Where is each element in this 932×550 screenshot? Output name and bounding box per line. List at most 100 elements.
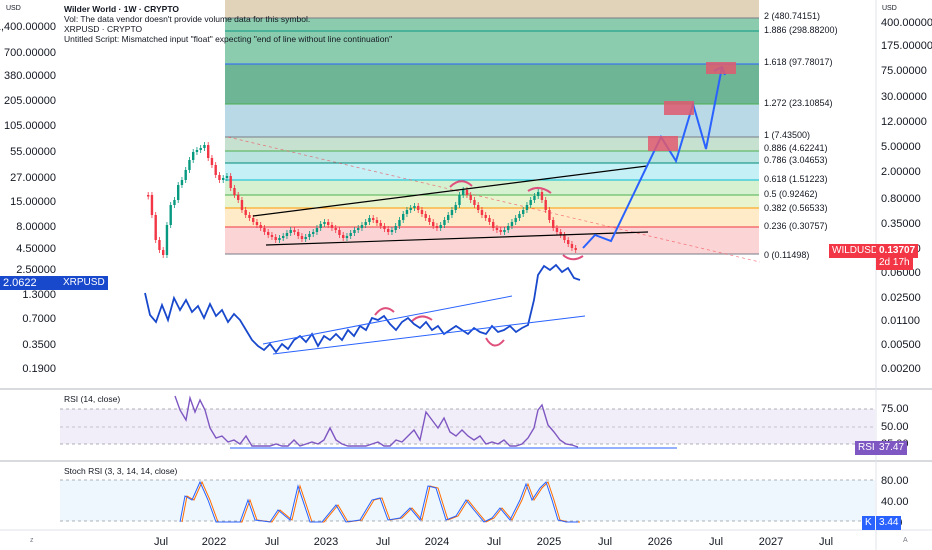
legend-title[interactable]: Wilder World · 1W · CRYPTO (64, 4, 179, 14)
candle (522, 210, 525, 214)
candle (420, 210, 424, 214)
candle (473, 200, 476, 205)
time-axis-tick: 2023 (314, 536, 338, 548)
candle (207, 145, 210, 158)
candle (364, 222, 367, 225)
candle (484, 215, 487, 218)
target-box-3 (706, 62, 736, 74)
legend-script-error[interactable]: Untitled Script: Mismatched input "float… (64, 34, 393, 44)
candle (282, 236, 285, 238)
candle (255, 222, 259, 225)
z-icon[interactable]: z (30, 537, 34, 544)
right-axis-tick: 0.00500 (881, 339, 921, 351)
candle (394, 226, 397, 230)
candle (173, 200, 176, 205)
fib-zone-top (225, 0, 759, 18)
wild-countdown-tag: 2d 17h (876, 256, 913, 270)
candle (222, 178, 225, 180)
fib-level-label: 1.272 (23.10854) (764, 98, 833, 108)
fib-zone-0886 (225, 151, 759, 163)
candle (510, 222, 514, 226)
right-axis-tick: 0.35000 (881, 218, 921, 230)
candle (169, 205, 172, 225)
time-axis-tick: 2022 (202, 536, 226, 548)
fib-zone-05 (225, 195, 759, 208)
candle (240, 200, 244, 210)
stoch-title[interactable]: Stoch RSI (3, 3, 14, 14, close) (64, 466, 178, 476)
candle (368, 218, 371, 222)
candle (417, 206, 420, 210)
candle (327, 222, 330, 225)
candle (225, 176, 229, 178)
xrp-symbol-tag: XRPUSD (60, 276, 108, 290)
candle (345, 236, 349, 238)
fib-level-label: 0.236 (0.30757) (764, 221, 828, 231)
rsi-title[interactable]: RSI (14, close) (64, 394, 121, 404)
time-axis-tick: Jul (376, 536, 390, 548)
stoch-k-line (179, 480, 578, 523)
candle (312, 232, 315, 234)
candle (177, 185, 180, 200)
right-axis-tick: 400.00000 (881, 17, 932, 29)
arc-xrp-3 (485, 337, 505, 347)
candle (237, 195, 240, 200)
right-axis-tick: 0.02500 (881, 292, 921, 304)
wild-price-tag: 0.13707 (876, 244, 919, 258)
right-axis-tick: 0.01100 (881, 315, 920, 327)
candle (548, 210, 551, 220)
candle (372, 218, 375, 220)
candle (274, 237, 277, 240)
candle (398, 220, 401, 226)
candle (503, 230, 506, 232)
time-axis-tick: Jul (598, 536, 612, 548)
candle (270, 235, 274, 237)
candle (342, 235, 345, 238)
candle (192, 152, 195, 160)
candle (199, 148, 202, 150)
candle (390, 230, 394, 232)
candle (514, 218, 517, 222)
stoch-d-line (181, 480, 580, 523)
candle (297, 232, 300, 236)
left-axis-tick: 105.00000 (4, 120, 56, 132)
wild-symbol-tag: WILDUSD (829, 244, 882, 258)
fib-zone-1 (225, 137, 759, 151)
arc-xrp-1 (374, 307, 395, 316)
candle (518, 214, 521, 218)
candle (555, 228, 559, 232)
fib-level-label: 1.886 (298.88200) (764, 25, 838, 35)
left-axis-tick: 1.3000 (22, 289, 56, 301)
xrp-channel-lower (272, 315, 586, 355)
candle (480, 210, 484, 215)
candle (259, 225, 262, 228)
time-axis-tick: Jul (487, 536, 501, 548)
fib-level-label: 0 (0.11498) (764, 250, 809, 260)
candle (379, 223, 382, 226)
pink-arcs (374, 180, 584, 347)
right-axis-tick: 0.06000 (881, 267, 921, 279)
left-axis-tick: 15.00000 (10, 196, 56, 208)
legend-compare-symbol[interactable]: XRPUSD · CRYPTO (64, 24, 143, 34)
left-axis-tick: 8.00000 (16, 221, 56, 233)
fib-zone-1618 (225, 64, 759, 104)
candle (289, 230, 292, 233)
fib-zone-1886 (225, 18, 759, 64)
time-axis-tick: Jul (265, 536, 279, 548)
left-axis-tick: 27.00000 (10, 172, 56, 184)
arc-xrp-2 (410, 315, 433, 323)
candle (465, 190, 469, 195)
candle (424, 214, 427, 218)
candle (357, 228, 360, 230)
a-icon[interactable]: A (903, 537, 908, 544)
fib-zones (225, 0, 759, 255)
candle (263, 228, 266, 232)
candle (278, 238, 281, 240)
fib-level-label: 2 (480.74151) (764, 11, 820, 21)
candle (218, 175, 221, 180)
candle (428, 218, 431, 222)
stoch-axis-tick: 40.00 (881, 496, 909, 508)
candle (267, 232, 270, 235)
fib-level-label: 0.886 (4.62241) (764, 143, 828, 153)
left-axis-tick: 700.00000 (4, 47, 56, 59)
